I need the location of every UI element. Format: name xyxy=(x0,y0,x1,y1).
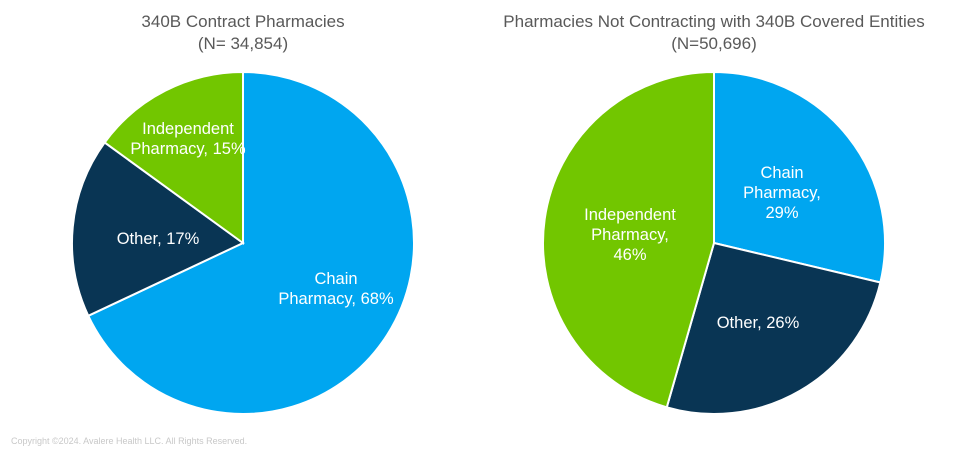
pie-slice-independent-pharmacy xyxy=(542,70,715,409)
copyright-text: Copyright ©2024. Avalere Health LLC. All… xyxy=(11,436,248,446)
chart-title: 340B Contract Pharmacies xyxy=(141,12,344,31)
slice-data-label: Pharmacy, xyxy=(591,226,669,244)
slice-data-label: Pharmacy, 68% xyxy=(278,290,394,308)
pie-slice-chain-pharmacy xyxy=(86,70,415,415)
slice-data-label: Chain xyxy=(314,270,357,288)
slice-data-label: Independent xyxy=(142,120,234,138)
pie-slice-chain-pharmacy xyxy=(713,70,886,284)
slice-data-label: Pharmacy, 15% xyxy=(130,140,246,158)
pie-slice-independent-pharmacy xyxy=(103,70,244,245)
slice-data-label: Other, 26% xyxy=(717,314,800,332)
slice-data-label: 46% xyxy=(613,246,646,264)
chart-subtitle: (N=50,696) xyxy=(671,34,757,53)
slice-data-label: Other, 17% xyxy=(117,230,200,248)
chart-subtitle: (N= 34,854) xyxy=(198,34,288,53)
slice-data-label: Independent xyxy=(584,206,676,224)
pie-slice-other xyxy=(71,141,245,318)
slice-data-label: 29% xyxy=(765,204,798,222)
pie-slice-other xyxy=(665,241,882,415)
slice-data-label: Pharmacy, xyxy=(743,184,821,202)
chart-title: Pharmacies Not Contracting with 340B Cov… xyxy=(503,12,924,31)
slice-data-label: Chain xyxy=(760,164,803,182)
